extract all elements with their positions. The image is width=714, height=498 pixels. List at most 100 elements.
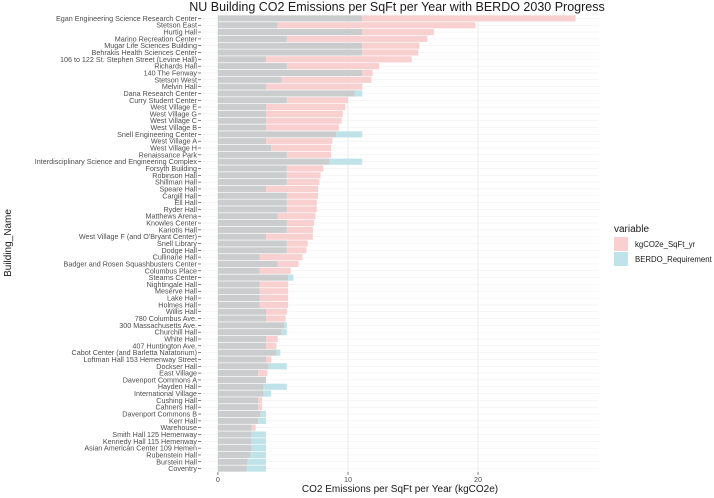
category-label: Davenport Commons A [123,375,198,384]
bar-overlap [217,431,252,438]
bar-overlap [217,465,247,472]
bar-overlap [217,240,287,247]
bar-emissions-excess [286,165,324,172]
category-label: Kariotis Hall [159,225,198,234]
bar-emissions-excess [277,22,476,29]
category-label: Ell Hall [175,198,198,207]
bar-emissions-excess [251,424,256,431]
bar-emissions-excess [266,356,272,363]
bar-requirement-excess [284,322,287,329]
bar-overlap [217,179,287,186]
category-label: West Village C [150,116,197,125]
bar-overlap [217,185,267,193]
category-label: 140 The Fenway [144,68,198,77]
bar-overlap [217,308,267,315]
bar-overlap [217,158,330,165]
bar-emissions-excess [266,104,346,111]
category-label: Marino Recreation Center [115,34,198,43]
bar-requirement-excess [329,158,363,165]
category-label: Dana Research Center [123,89,197,98]
bar-emissions-excess [266,56,412,63]
category-label: Melvin Hall [162,82,198,91]
category-label: Interdisciplinary Science and Engineerin… [35,157,198,166]
bar-requirement-excess [336,131,363,138]
category-label: Stearns Center [149,273,198,282]
bar-overlap [217,397,259,404]
category-label: Stetson East [156,21,197,30]
bar-overlap [217,458,248,465]
bar-emissions-excess [259,288,289,295]
value-axis-ticks: 0 10 20 [216,472,482,484]
category-label: West Village H [150,144,197,153]
category-label: Cahners Hall [155,403,197,412]
category-label: Dockser Hall [156,362,197,371]
category-label: Badger and Rosen Squashbusters Center [64,259,198,268]
bar-overlap [217,144,272,152]
category-label: Columbus Place [145,266,197,275]
bar-overlap [217,288,260,295]
bar-overlap [217,69,363,77]
bar-emissions-excess [266,117,342,124]
bar-overlap [217,370,259,377]
bar-requirement-excess [250,451,267,459]
bar-emissions-excess [259,301,289,308]
bar-requirement-excess [246,465,267,472]
category-label: West Village F (and O'Bryant Center) [79,232,197,241]
bar-overlap [217,445,252,452]
category-label: Smith Hall 125 Hemenway [112,430,197,439]
category-label: Behrakis Health Sciences Center [92,48,198,57]
bar-overlap [217,83,267,90]
bar-requirement-excess [258,417,267,424]
bar-overlap [217,199,287,206]
bar-overlap [217,315,267,322]
category-label: Coventry [168,464,197,473]
category-label: Davenport Commons B [122,410,197,419]
legend-swatch-emissions [614,237,628,251]
bar-emissions-excess [362,69,373,77]
bars [217,15,576,472]
category-label: Forsyth Building [145,164,197,173]
category-axis-labels: Egan Engineering Science Research Center… [35,14,201,473]
bar-emissions-excess [286,97,348,104]
category-label: Nightingale Hall [147,280,198,289]
bar-overlap [217,301,260,308]
bar-emissions-excess [266,124,339,131]
bar-overlap [217,438,252,445]
bar-emissions-excess [266,233,313,240]
bar-emissions-excess [258,397,263,404]
bar-overlap [217,294,260,302]
bar-emissions-excess [362,15,576,22]
bar-overlap [217,233,267,240]
category-label: Holmes Hall [158,300,197,309]
bar-emissions-excess [286,179,320,186]
bar-emissions-excess [258,370,268,377]
bar-emissions-excess [259,281,289,288]
category-label: Kennedy Hall 115 Hemenway [103,437,198,446]
category-label: Rubenstein Hall [146,450,197,459]
bar-emissions-excess [281,76,372,83]
category-label: International Village [134,389,197,398]
bar-overlap [217,335,267,343]
bar-requirement-excess [260,410,267,418]
bar-requirement-excess [281,329,287,336]
bar-overlap [217,124,267,131]
category-label: Cabot Center (and Barletta Natatorium) [72,348,197,357]
bar-overlap [217,213,278,220]
bar-overlap [217,76,282,83]
category-label: Egan Engineering Science Research Center [56,14,198,23]
bar-overlap [217,151,287,158]
category-label: Kerr Hall [169,416,197,425]
category-label: White Hall [164,334,197,343]
category-label: Renaissance Park [139,150,198,159]
bar-overlap [217,35,287,42]
category-label: Asian American Center 109 Hemen [84,444,197,453]
category-label: Matthews Arena [145,212,197,221]
bar-emissions-excess [266,110,343,117]
bar-overlap [217,28,363,36]
legend-label-requirement: BERDO_Requirement [635,255,713,264]
legend-title: variable [614,224,649,235]
bar-requirement-excess [263,383,287,390]
plot-area [201,15,599,472]
bar-emissions-excess [286,63,380,70]
